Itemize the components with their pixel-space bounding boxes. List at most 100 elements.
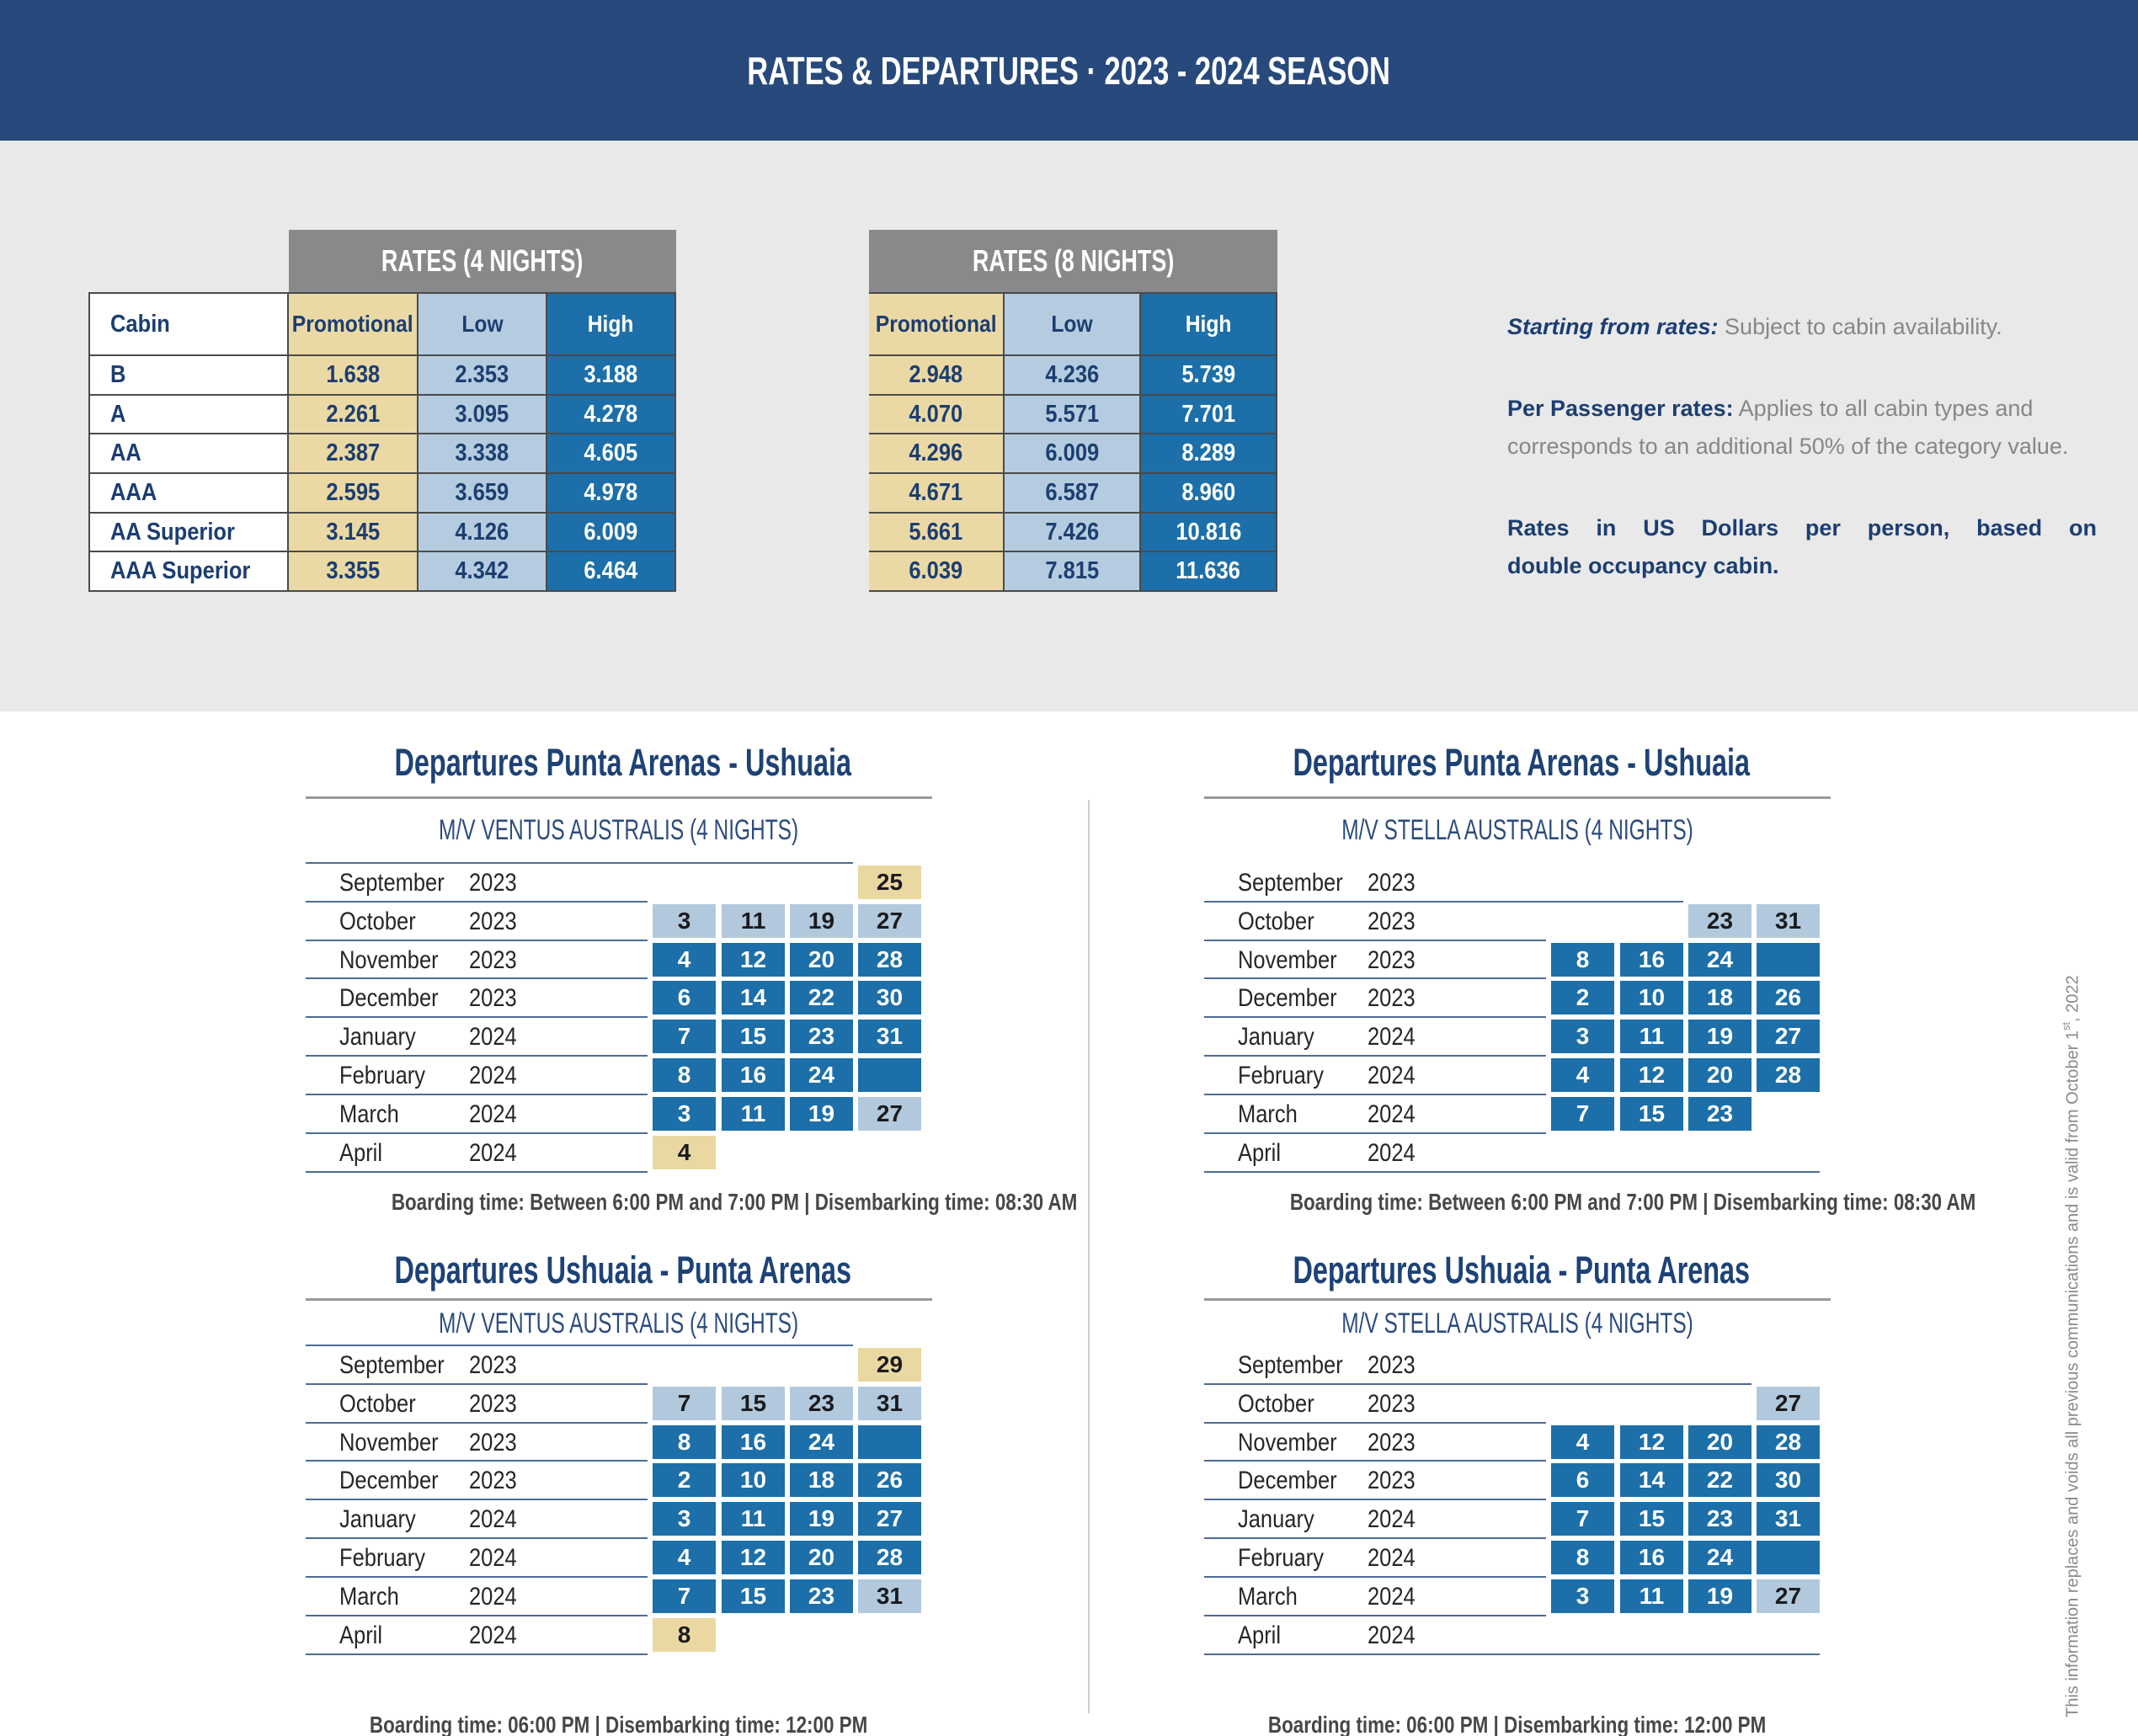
departure-day-chip: 28: [1757, 1424, 1820, 1459]
departure-day-chip: 4: [1551, 1058, 1614, 1093]
note-per-passenger: Per Passenger rates: Applies to all cabi…: [1507, 390, 2097, 466]
column-header-low: Low: [419, 292, 547, 356]
month-row-rule: [306, 862, 853, 864]
departure-day-chip: 15: [1620, 1502, 1683, 1536]
month-label: January: [339, 1023, 416, 1052]
departure-day-chip: 27: [858, 1096, 921, 1131]
boarding-time: Boarding time: 06:00 PM | Disembarking t…: [1268, 1712, 1767, 1736]
rate-promotional: 5.661: [869, 513, 1005, 553]
calendar-title-rule: [306, 796, 932, 799]
month-label: September: [339, 1351, 445, 1379]
departure-day-chip: 18: [790, 1463, 853, 1498]
departure-day-chip: 27: [1757, 1020, 1820, 1054]
column-header-low: Low: [1005, 292, 1141, 356]
year-label: 2024: [1368, 1544, 1416, 1573]
column-header-high: High: [547, 292, 676, 356]
departure-day-chip: 27: [858, 1502, 921, 1536]
month-row-rule: [306, 1170, 648, 1173]
month-label: December: [1238, 984, 1337, 1013]
year-label: 2024: [469, 1621, 517, 1649]
month-label: February: [339, 1062, 426, 1090]
boarding-time: Boarding time: Between 6:00 PM and 7:00 …: [391, 1189, 1078, 1215]
month-row-rule: [1204, 1132, 1546, 1134]
month-row-rule: [306, 1093, 648, 1095]
calendar-ship-name: M/V VENTUS AUSTRALIS (4 NIGHTS): [439, 814, 799, 846]
note-per-passenger-label: Per Passenger rates:: [1507, 396, 1734, 421]
month-row-rule: [1204, 1499, 1546, 1501]
rate-promotional: 3.355: [289, 552, 419, 593]
year-label: 2023: [469, 945, 517, 974]
month-label: September: [1238, 869, 1343, 897]
calendar-heading: Departures Ushuaia - Punta Arenas M/V STE…: [1204, 1249, 1831, 1340]
month-row-rule: [306, 1132, 648, 1134]
month-row-rule: [1204, 1016, 1546, 1019]
departure-day-chip: 3: [1551, 1579, 1614, 1613]
departure-day-chip: 14: [722, 981, 785, 1015]
month-row-rule: [306, 1575, 648, 1578]
rate-notes: Starting from rates: Subject to cabin av…: [1507, 308, 2097, 585]
page-header: RATES & DEPARTURES · 2023 - 2024 SEASON: [0, 0, 2138, 141]
cabin-label: AA Superior: [88, 513, 289, 553]
rate-promotional: 2.595: [289, 474, 419, 514]
rate-promotional: 2.261: [289, 395, 419, 435]
rate-promotional: 4.296: [869, 434, 1005, 475]
rate-high: 3.188: [547, 356, 676, 396]
rate-low: 2.353: [419, 356, 547, 396]
departure-day-chip: 19: [790, 1502, 853, 1536]
year-label: 2023: [1368, 984, 1416, 1013]
month-row-rule: [306, 1382, 648, 1385]
year-label: 2024: [1368, 1062, 1416, 1090]
rate-low: 6.009: [1005, 434, 1141, 475]
month-label: October: [1238, 1389, 1314, 1418]
month-label: March: [339, 1582, 399, 1611]
calendar-ship-name: M/V STELLA AUSTRALIS (4 NIGHTS): [1341, 1307, 1693, 1339]
departure-day-chip: 24: [1688, 942, 1751, 977]
departure-day-chip: 31: [1757, 1502, 1820, 1536]
month-label: October: [339, 907, 416, 935]
departure-day-chip: 8: [1551, 1541, 1614, 1575]
rate-promotional: 4.671: [869, 474, 1005, 514]
rate-high: 5.739: [1141, 356, 1277, 396]
month-label: November: [339, 1428, 439, 1456]
departure-day-chip: 2: [1551, 981, 1614, 1015]
departure-day-chip: 19: [1688, 1020, 1751, 1054]
departure-day-chip: 10: [1620, 981, 1683, 1015]
month-row-rule: [1204, 1653, 1820, 1655]
month-row-rule: [306, 1537, 648, 1540]
calendar-heading: Departures Ushuaia - Punta Arenas M/V VEN…: [306, 1249, 932, 1340]
departure-day-chip: 20: [790, 1541, 853, 1575]
column-header-promotional: Promotional: [869, 292, 1005, 356]
month-row-rule: [1204, 1575, 1546, 1578]
departure-day-chip: 29: [858, 1348, 921, 1382]
calendar-title: Departures Ushuaia - Punta Arenas: [394, 1249, 852, 1291]
year-label: 2023: [1368, 1351, 1416, 1379]
rate-high: 4.278: [547, 395, 676, 435]
month-label: December: [1238, 1467, 1337, 1495]
departure-day-chip: 20: [1688, 1058, 1751, 1093]
departure-day-chip: 16: [722, 1058, 785, 1093]
cabin-label: B: [88, 356, 289, 396]
year-label: 2024: [469, 1100, 517, 1128]
departure-day-chip: 11: [1620, 1020, 1683, 1054]
month-row-rule: [1204, 1421, 1546, 1424]
month-label: February: [339, 1544, 426, 1573]
departure-day-chip: 30: [1757, 1463, 1820, 1498]
departure-day-chip: 31: [858, 1020, 921, 1054]
departure-day-chip: [858, 1058, 921, 1093]
calendar-title: Departures Punta Arenas - Ushuaia: [394, 741, 852, 784]
departure-day-chip: [858, 1424, 921, 1459]
month-row-rule: [1204, 1537, 1546, 1540]
departure-day-chip: 12: [722, 1541, 785, 1575]
year-label: 2023: [469, 1351, 517, 1379]
cabin-label: AAA: [88, 474, 289, 514]
note-starting-from-text: Subject to cabin availability.: [1718, 314, 2002, 339]
month-row-rule: [1204, 1460, 1546, 1462]
month-label: October: [1238, 907, 1314, 935]
year-label: 2024: [469, 1505, 517, 1534]
rate-high: 8.960: [1141, 474, 1277, 514]
departure-day-chip: 14: [1620, 1463, 1683, 1498]
departure-day-chip: 7: [653, 1579, 716, 1613]
rate-low: 4.342: [419, 552, 547, 593]
year-label: 2023: [1368, 945, 1416, 974]
month-row-rule: [306, 977, 648, 980]
